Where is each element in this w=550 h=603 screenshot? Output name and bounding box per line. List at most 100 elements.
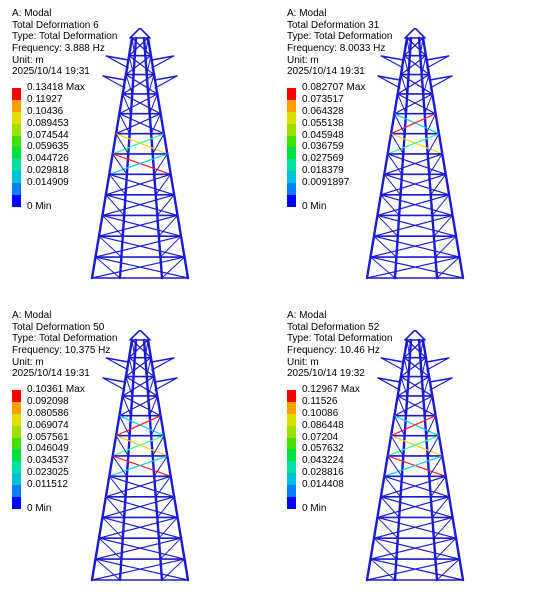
brace xyxy=(419,37,424,57)
brace xyxy=(155,475,172,498)
brace xyxy=(380,194,400,216)
brace xyxy=(101,516,124,539)
brace xyxy=(101,496,175,519)
brace xyxy=(105,194,179,217)
brace xyxy=(161,256,186,279)
brace xyxy=(144,37,149,57)
brace xyxy=(94,256,121,279)
result-panel: A: Modal Total Deformation 6 Type: Total D… xyxy=(0,0,275,301)
brace xyxy=(397,395,437,417)
legend-level-label: 0.036759 xyxy=(302,141,344,153)
legend-level-label: 0.092098 xyxy=(27,395,69,407)
brace xyxy=(366,256,461,279)
legend-level-label: 0.045948 xyxy=(302,129,344,141)
brace xyxy=(376,496,450,519)
brace xyxy=(421,357,427,378)
brace xyxy=(397,93,407,115)
leg xyxy=(421,36,465,280)
brace xyxy=(390,415,437,437)
cross-arm xyxy=(380,55,405,61)
brace xyxy=(118,415,165,437)
brace xyxy=(383,173,402,196)
info-result: Total Deformation 31 xyxy=(287,19,380,31)
brace xyxy=(101,516,182,539)
legend-level-label: 0.0091897 xyxy=(302,177,350,189)
legend-swatch xyxy=(12,135,21,148)
legend-level-label: 0.014408 xyxy=(302,479,344,491)
brace xyxy=(436,256,461,279)
brace xyxy=(159,235,182,258)
brace xyxy=(108,153,168,175)
legend-swatch xyxy=(287,485,296,498)
legend-swatch xyxy=(12,485,21,498)
brace xyxy=(105,475,172,498)
brace xyxy=(373,235,397,258)
brace xyxy=(108,173,175,196)
brace xyxy=(373,537,461,560)
info-frequency: Frequency: 3.888 Hz xyxy=(12,43,105,55)
brace xyxy=(387,435,440,457)
legend-level-label: 0.014909 xyxy=(27,177,69,189)
brace xyxy=(390,435,404,457)
legend-level-label: 0.057561 xyxy=(27,431,69,443)
tower-mesh-plot xyxy=(365,28,465,280)
brace xyxy=(115,133,129,155)
cross-arm xyxy=(102,75,126,81)
legend-swatch xyxy=(287,195,296,207)
legend-level-label: 0.064328 xyxy=(302,105,344,117)
brace xyxy=(393,113,440,135)
result-panel: A: Modal Total Deformation 31 Type: Total … xyxy=(275,0,550,301)
brace xyxy=(369,256,396,279)
info-timestamp: 2025/10/14 19:31 xyxy=(12,66,90,78)
legend-swatch xyxy=(12,111,21,124)
brace xyxy=(94,256,189,279)
info-type: Type: Total Deformation xyxy=(287,333,393,345)
legend-max-label: 0.10361 Max xyxy=(27,384,85,395)
brace xyxy=(156,496,175,518)
legend-max-label: 0.12967 Max xyxy=(302,384,360,395)
legend-swatch xyxy=(287,183,296,196)
info-type: Type: Total Deformation xyxy=(12,333,118,345)
cross-arm-brace xyxy=(105,357,129,371)
brace xyxy=(128,339,149,359)
leg xyxy=(393,36,413,280)
brace xyxy=(94,558,121,581)
brace xyxy=(433,214,454,237)
legend-level-label: 0.069074 xyxy=(27,419,69,431)
brace xyxy=(376,214,399,237)
brace xyxy=(425,415,437,437)
legend-swatch xyxy=(287,401,296,414)
brace xyxy=(150,415,162,437)
brace xyxy=(152,435,165,457)
info-unit: Unit: m xyxy=(12,54,44,66)
info-result: Total Deformation 52 xyxy=(287,321,380,333)
leg xyxy=(417,338,439,582)
brace xyxy=(403,357,410,378)
info-result: Total Deformation 50 xyxy=(12,321,105,333)
brace xyxy=(403,55,410,76)
brace xyxy=(131,339,152,359)
legend-max-label: 0.082707 Max xyxy=(302,82,366,93)
brace xyxy=(144,339,149,359)
legend-swatch xyxy=(12,195,21,207)
brace xyxy=(380,496,400,518)
leg xyxy=(365,36,409,280)
cross-arm-brace xyxy=(102,377,126,391)
brace xyxy=(105,496,125,518)
info-unit: Unit: m xyxy=(287,356,319,368)
brace xyxy=(128,37,149,57)
legend-swatch xyxy=(12,425,21,438)
cross-arm xyxy=(429,75,453,81)
brace xyxy=(159,537,182,560)
cross-arm xyxy=(105,357,130,363)
cross-arm-brace xyxy=(151,357,175,371)
legend-swatch xyxy=(287,425,296,438)
cross-arm-brace xyxy=(380,357,404,371)
info-frequency: Frequency: 8.0033 Hz xyxy=(287,43,386,55)
leg xyxy=(90,338,134,582)
legend-level-label: 0.046049 xyxy=(27,443,69,455)
info-timestamp: 2025/10/14 19:32 xyxy=(287,368,365,380)
result-panel: A: Modal Total Deformation 52 Type: Total … xyxy=(275,302,550,603)
brace xyxy=(112,153,172,175)
legend-swatch xyxy=(287,497,296,509)
